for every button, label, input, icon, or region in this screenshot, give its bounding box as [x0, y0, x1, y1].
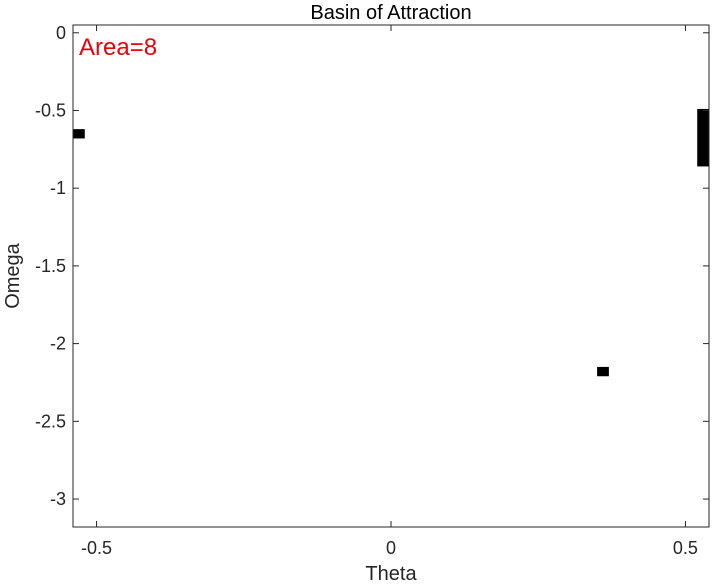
heatmap-cell: [597, 366, 609, 377]
y-tick-label: 0: [56, 23, 66, 43]
heatmap-cell: [697, 108, 709, 167]
y-tick-label: -2.5: [35, 411, 66, 431]
y-tick-label: -0.5: [35, 100, 66, 120]
y-tick-label: -2: [50, 334, 66, 354]
plot-area-background: [73, 25, 709, 527]
x-axis: -0.5 0 0.5: [81, 25, 698, 558]
x-axis-title: Theta: [365, 563, 417, 584]
x-tick-label: 0: [386, 538, 396, 558]
y-tick-label: -1: [50, 178, 66, 198]
area-annotation: Area=8: [79, 34, 157, 61]
x-tick-label: -0.5: [81, 538, 112, 558]
heatmap-cells: [73, 108, 709, 377]
heatmap-cell: [73, 129, 85, 139]
chart-title: Basin of Attraction: [310, 2, 471, 24]
y-axis-title: Omega: [2, 242, 24, 308]
y-tick-label: -3: [50, 489, 66, 509]
y-axis: 0 -0.5 -1 -1.5 -2 -2.5 -3: [35, 23, 709, 509]
x-tick-label: 0.5: [673, 538, 698, 558]
y-tick-label: -1.5: [35, 256, 66, 276]
